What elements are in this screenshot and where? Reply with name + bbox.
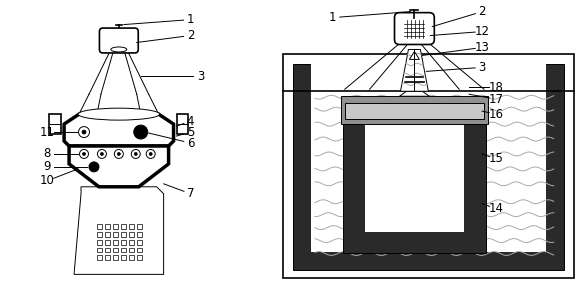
Polygon shape xyxy=(74,187,164,274)
Text: 1: 1 xyxy=(187,13,194,26)
Bar xyxy=(345,103,484,119)
Text: 12: 12 xyxy=(475,25,489,38)
Text: 4: 4 xyxy=(187,115,194,128)
Text: 15: 15 xyxy=(489,152,503,165)
Bar xyxy=(105,247,110,253)
Polygon shape xyxy=(401,49,428,91)
Bar xyxy=(364,106,464,231)
Bar xyxy=(113,240,118,244)
Bar xyxy=(97,240,102,244)
Circle shape xyxy=(100,153,103,155)
Bar xyxy=(129,240,134,244)
Text: 2: 2 xyxy=(478,5,486,18)
Bar xyxy=(97,224,102,229)
Polygon shape xyxy=(399,91,429,96)
Bar xyxy=(105,231,110,237)
Circle shape xyxy=(82,153,85,155)
Polygon shape xyxy=(69,146,169,187)
Bar xyxy=(137,224,142,229)
Circle shape xyxy=(78,127,89,138)
Polygon shape xyxy=(409,51,419,60)
Text: 11: 11 xyxy=(40,125,55,138)
Bar xyxy=(121,240,126,244)
Bar xyxy=(137,240,142,244)
Bar xyxy=(121,247,126,253)
Text: 10: 10 xyxy=(40,174,55,187)
Text: 3: 3 xyxy=(197,70,204,83)
Bar xyxy=(283,54,573,278)
Bar xyxy=(293,64,564,271)
Bar xyxy=(97,247,102,253)
Bar xyxy=(341,96,488,124)
Text: 13: 13 xyxy=(475,41,489,54)
Bar xyxy=(343,106,486,253)
Bar xyxy=(105,224,110,229)
FancyBboxPatch shape xyxy=(395,13,434,45)
Text: 6: 6 xyxy=(187,136,194,149)
Bar xyxy=(137,231,142,237)
Bar xyxy=(121,224,126,229)
Circle shape xyxy=(79,149,89,158)
Bar xyxy=(113,255,118,260)
Bar xyxy=(137,255,142,260)
Bar xyxy=(113,231,118,237)
Polygon shape xyxy=(64,114,173,146)
Bar xyxy=(113,247,118,253)
Bar xyxy=(49,114,61,134)
Text: 2: 2 xyxy=(187,29,194,42)
Circle shape xyxy=(114,149,123,158)
Bar xyxy=(176,114,189,134)
Bar xyxy=(113,224,118,229)
Text: 7: 7 xyxy=(187,187,194,200)
Bar xyxy=(129,231,134,237)
Circle shape xyxy=(149,153,152,155)
Circle shape xyxy=(98,149,106,158)
Bar xyxy=(137,247,142,253)
Text: 16: 16 xyxy=(488,108,503,121)
Circle shape xyxy=(89,162,99,172)
Bar xyxy=(121,255,126,260)
Circle shape xyxy=(134,153,137,155)
Bar xyxy=(97,231,102,237)
Circle shape xyxy=(82,130,86,134)
Bar xyxy=(129,255,134,260)
Text: 8: 8 xyxy=(43,147,51,160)
Circle shape xyxy=(131,149,140,158)
Text: 17: 17 xyxy=(488,93,503,106)
Circle shape xyxy=(146,149,155,158)
Bar xyxy=(121,231,126,237)
Circle shape xyxy=(117,153,120,155)
Bar xyxy=(129,247,134,253)
Bar xyxy=(105,255,110,260)
Ellipse shape xyxy=(111,47,127,52)
Text: 3: 3 xyxy=(478,61,486,74)
Ellipse shape xyxy=(78,108,159,120)
Bar xyxy=(343,106,486,114)
Text: 18: 18 xyxy=(489,81,503,94)
Text: 14: 14 xyxy=(488,202,503,215)
Text: 1: 1 xyxy=(329,11,336,24)
Bar xyxy=(311,64,546,253)
Text: 9: 9 xyxy=(43,160,51,173)
Bar xyxy=(97,255,102,260)
Bar xyxy=(105,240,110,244)
Bar xyxy=(129,224,134,229)
Circle shape xyxy=(134,125,148,139)
FancyBboxPatch shape xyxy=(99,28,138,53)
Text: 5: 5 xyxy=(187,125,194,138)
